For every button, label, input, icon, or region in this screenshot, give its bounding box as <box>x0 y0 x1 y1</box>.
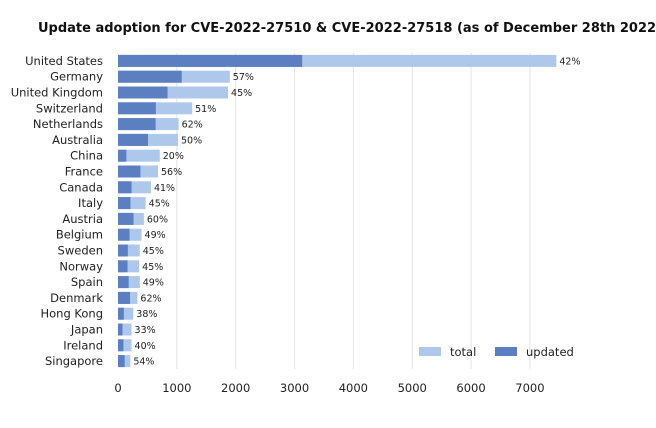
legend-total-label: total <box>450 345 476 359</box>
legend: total updated <box>419 345 574 359</box>
y-tick-label: Spain <box>71 275 103 289</box>
y-tick-label: Switzerland <box>36 101 103 115</box>
y-tick-label: Australia <box>52 133 103 147</box>
bar-updated <box>118 86 168 99</box>
bars <box>118 54 557 368</box>
y-tick-label: United States <box>25 54 103 68</box>
y-tick-label: Belgium <box>56 228 103 242</box>
bar-updated <box>118 212 134 225</box>
percent-label: 38% <box>136 309 157 320</box>
percent-label: 33% <box>135 325 156 336</box>
percent-label: 51% <box>195 104 216 115</box>
percent-label: 49% <box>145 230 166 241</box>
percent-label: 60% <box>147 214 168 225</box>
y-tick-label: China <box>70 149 103 163</box>
percent-label: 50% <box>181 135 202 146</box>
x-tick-label: 1000 <box>162 381 191 395</box>
chart-title: Update adoption for CVE-2022-27510 & CVE… <box>38 21 656 36</box>
y-tick-label: Ireland <box>63 338 103 352</box>
legend-total-swatch <box>419 347 441 356</box>
percent-label: 62% <box>182 120 203 131</box>
percent-label: 41% <box>154 183 175 194</box>
bar-updated <box>118 165 141 178</box>
y-tick-label: United Kingdom <box>11 86 103 100</box>
y-tick-label: Canada <box>59 180 103 194</box>
bar-updated <box>118 133 149 146</box>
bar-updated <box>118 118 156 131</box>
percent-label: 40% <box>135 341 156 352</box>
bar-updated <box>118 355 125 368</box>
bar-updated <box>118 323 123 336</box>
bar-updated <box>118 181 132 194</box>
bar-updated <box>118 149 127 162</box>
percent-labels: 42% 57% 45% 51% 62% 50% 20% 56% 41% 45% 60% 49% 45% 4… <box>133 56 580 367</box>
percent-label: 45% <box>143 246 164 257</box>
x-tick-label: 0 <box>114 381 121 395</box>
x-tick-label: 5000 <box>398 381 427 395</box>
legend-updated-label: updated <box>526 345 574 359</box>
y-tick-label: France <box>65 165 103 179</box>
legend-updated-swatch <box>495 347 517 356</box>
y-tick-label: Norway <box>59 259 103 273</box>
y-tick-label: Austria <box>62 212 103 226</box>
bar-updated <box>118 54 303 67</box>
bar-updated <box>118 260 128 273</box>
y-tick-labels: United States Germany United KingdomSwitze… <box>11 54 104 368</box>
percent-label: 62% <box>140 293 161 304</box>
bar-updated <box>118 70 182 83</box>
x-tick-label: 6000 <box>456 381 485 395</box>
bar-updated <box>118 291 131 304</box>
bar-updated <box>118 228 130 241</box>
bar-updated <box>118 102 156 115</box>
bar-updated <box>118 244 128 257</box>
bar-updated <box>118 276 129 289</box>
x-tick-label: 4000 <box>339 381 368 395</box>
percent-label: 45% <box>149 199 170 210</box>
bar-total <box>118 149 160 162</box>
bar-updated <box>118 339 124 352</box>
y-tick-label: Netherlands <box>33 117 103 131</box>
x-tick-label: 3000 <box>280 381 309 395</box>
x-tick-label: 7000 <box>515 381 544 395</box>
y-tick-label: Germany <box>50 70 103 84</box>
percent-label: 45% <box>231 88 252 99</box>
percent-label: 56% <box>161 167 182 178</box>
bar-updated <box>118 307 124 320</box>
x-tick-label: 2000 <box>221 381 250 395</box>
percent-label: 42% <box>559 56 580 67</box>
percent-label: 54% <box>133 357 154 368</box>
y-tick-label: Singapore <box>45 354 103 368</box>
percent-label: 57% <box>233 72 254 83</box>
y-tick-label: Italy <box>78 196 103 210</box>
percent-label: 49% <box>143 278 164 289</box>
percent-label: 45% <box>142 262 163 273</box>
y-tick-label: Sweden <box>58 244 103 258</box>
y-tick-label: Hong Kong <box>40 307 103 321</box>
percent-label: 20% <box>163 151 184 162</box>
y-tick-label: Japan <box>70 323 103 337</box>
y-tick-label: Denmark <box>50 291 103 305</box>
bar-updated <box>118 197 131 210</box>
x-tick-labels: 0 1000 2000 3000 4000 5000 6000 7000 <box>114 381 544 395</box>
